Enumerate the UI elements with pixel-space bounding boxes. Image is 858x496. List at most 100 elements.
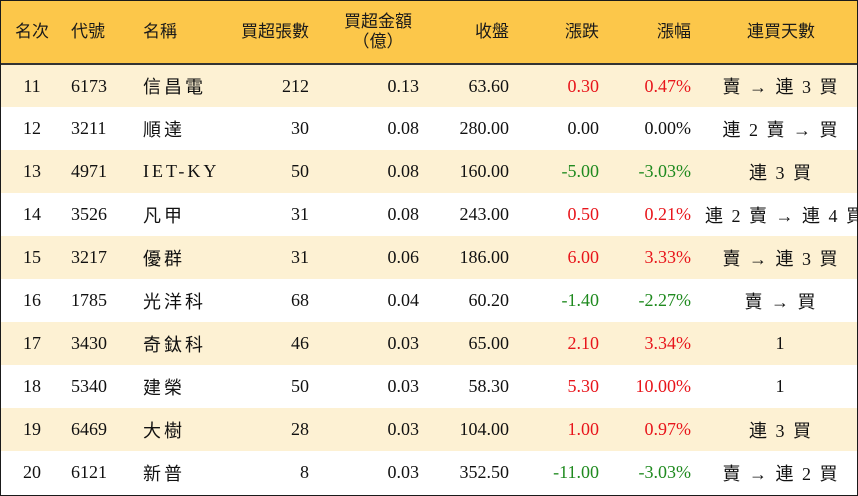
days-cell: 連 3 買: [749, 420, 813, 441]
rank-cell: 15: [23, 247, 41, 267]
pct-cell: 10.00%: [635, 376, 692, 396]
table-row: 15 3217 優群 31 0.06 186.00 6.00 3.33% 賣 → 連 3 買: [1, 236, 857, 279]
header-name: 名稱: [129, 1, 213, 65]
rank-cell: 12: [23, 118, 41, 138]
pct-cell: 0.21%: [644, 204, 692, 224]
pct-cell: -3.03%: [638, 161, 692, 181]
code-cell: 3211: [71, 118, 107, 138]
name-cell: IET-KY: [143, 161, 220, 181]
header-pct: 漲幅: [613, 1, 705, 65]
change-cell: 0.00: [567, 118, 600, 138]
volume-cell: 31: [291, 204, 309, 224]
amount-cell: 0.08: [387, 204, 420, 224]
rank-cell: 16: [23, 290, 41, 310]
table-row: 18 5340 建榮 50 0.03 58.30 5.30 10.00% 1: [1, 365, 857, 408]
amount-cell: 0.13: [387, 75, 420, 96]
code-cell: 6173: [71, 75, 107, 96]
pct-cell: -3.03%: [638, 462, 692, 482]
volume-cell: 28: [291, 419, 309, 439]
pct-cell: 0.00%: [644, 118, 692, 138]
name-cell: 順達: [143, 119, 185, 140]
change-cell: 0.30: [567, 75, 600, 96]
volume-cell: 50: [291, 161, 309, 181]
change-cell: 2.10: [567, 333, 600, 353]
change-cell: 6.00: [567, 247, 600, 267]
code-cell: 4971: [71, 161, 107, 181]
amount-cell: 0.08: [387, 161, 420, 181]
pct-cell: -2.27%: [638, 290, 692, 310]
code-cell: 1785: [71, 290, 107, 310]
days-cell: 1: [775, 333, 787, 353]
volume-cell: 8: [300, 462, 309, 482]
volume-cell: 46: [291, 333, 309, 353]
days-cell: 連 2 賣 → 連 4 買: [705, 205, 858, 226]
code-cell: 3217: [71, 247, 107, 267]
close-cell: 243.00: [459, 204, 510, 224]
code-cell: 5340: [71, 376, 107, 396]
days-cell: 賣 → 買: [744, 291, 818, 312]
change-cell: 0.50: [567, 204, 600, 224]
table-row: 19 6469 大樹 28 0.03 104.00 1.00 0.97% 連 3 買: [1, 408, 857, 451]
name-cell: 光洋科: [143, 291, 206, 312]
table-header-row: 名次 代號 名稱 買超張數 買超金額 （億） 收盤 漲跌 漲幅 連買天數: [1, 1, 857, 65]
rank-cell: 17: [23, 333, 41, 353]
days-cell: 賣 → 連 2 買: [722, 463, 840, 484]
rank-cell: 14: [23, 204, 41, 224]
amount-cell: 0.03: [387, 462, 420, 482]
change-cell: -1.40: [561, 290, 600, 310]
name-cell: 信昌電: [143, 77, 206, 97]
table-row: 14 3526 凡甲 31 0.08 243.00 0.50 0.21% 連 2 賣 → 連 4…: [1, 193, 858, 236]
days-cell: 1: [775, 376, 787, 396]
amount-cell: 0.03: [387, 333, 420, 353]
table-row: 12 3211 順達 30 0.08 280.00 0.00 0.00% 連 2 賣 → 買: [1, 107, 857, 150]
header-volume: 買超張數: [213, 1, 323, 65]
close-cell: 186.00: [459, 247, 510, 267]
pct-cell: 0.47%: [644, 75, 692, 96]
name-cell: 大樹: [143, 420, 185, 441]
volume-cell: 30: [291, 118, 309, 138]
rank-cell: 19: [23, 419, 41, 439]
header-amount: 買超金額 （億）: [323, 1, 433, 65]
name-cell: 建榮: [143, 377, 185, 398]
volume-cell: 68: [291, 290, 309, 310]
close-cell: 104.00: [459, 419, 510, 439]
header-rank: 名次: [1, 1, 63, 65]
table-row: 13 4971 IET-KY 50 0.08 160.00 -5.00 -3.03% 連 3 買: [1, 150, 857, 193]
header-close: 收盤: [433, 1, 523, 65]
code-cell: 6121: [71, 462, 107, 482]
name-cell: 新普: [143, 463, 185, 484]
volume-cell: 31: [291, 247, 309, 267]
code-cell: 3430: [71, 333, 107, 353]
amount-cell: 0.03: [387, 376, 420, 396]
code-cell: 6469: [71, 419, 107, 439]
close-cell: 352.50: [459, 462, 510, 482]
pct-cell: 0.97%: [644, 419, 692, 439]
change-cell: 1.00: [567, 419, 600, 439]
amount-cell: 0.06: [387, 247, 420, 267]
rank-cell: 20: [23, 462, 41, 482]
rank-cell: 13: [23, 161, 41, 181]
name-cell: 凡甲: [143, 205, 185, 226]
days-cell: 連 2 賣 → 買: [722, 119, 840, 140]
rank-cell: 11: [23, 75, 41, 96]
amount-cell: 0.04: [387, 290, 420, 310]
days-cell: 連 3 買: [749, 162, 813, 183]
table-row: 17 3430 奇鈦科 46 0.03 65.00 2.10 3.34% 1: [1, 322, 857, 365]
change-cell: -11.00: [553, 462, 599, 482]
rank-cell: 18: [23, 376, 41, 396]
close-cell: 60.20: [468, 290, 510, 310]
header-change: 漲跌: [523, 1, 613, 65]
change-cell: -5.00: [561, 161, 600, 181]
header-amount-line1: 買超金額: [344, 12, 412, 32]
days-cell: 賣 → 連 3 買: [722, 248, 840, 269]
pct-cell: 3.33%: [644, 247, 692, 267]
change-cell: 5.30: [567, 376, 600, 396]
table-row: 20 6121 新普 8 0.03 352.50 -11.00 -3.03% 賣 → 連 2 買: [1, 451, 857, 494]
close-cell: 160.00: [459, 161, 510, 181]
close-cell: 58.30: [468, 376, 510, 396]
header-code: 代號: [63, 1, 129, 65]
volume-cell: 50: [291, 376, 309, 396]
close-cell: 65.00: [468, 333, 510, 353]
